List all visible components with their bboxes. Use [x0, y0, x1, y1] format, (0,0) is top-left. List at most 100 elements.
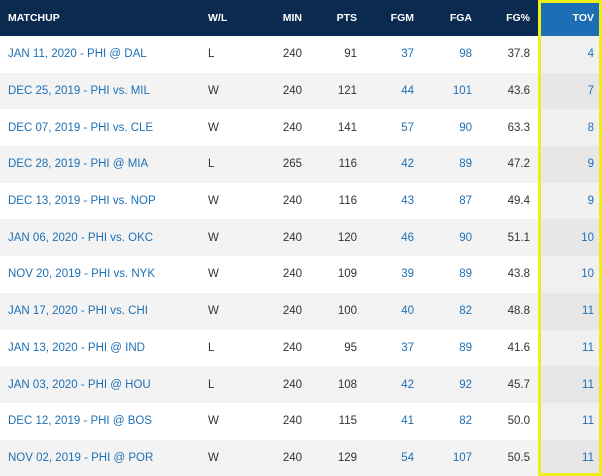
cell: 47.2	[480, 146, 538, 183]
cell-link[interactable]: 107	[422, 439, 480, 476]
cell-link[interactable]: 41	[401, 415, 414, 428]
cell-link[interactable]: 98	[459, 48, 472, 61]
cell: 121	[310, 72, 365, 110]
game-row: DEC 12, 2019 - PHI @ BOS W 240 115 41 82 50.0 1…	[0, 402, 602, 440]
cell-link[interactable]: 89	[459, 341, 472, 354]
cell-link[interactable]: 37	[401, 48, 414, 61]
game-row: JAN 03, 2020 - PHI @ HOU L 240 108 42 92 45.7 1…	[0, 366, 602, 403]
game-row: JAN 13, 2020 - PHI @ IND L 240 95 37 89 41.6 11	[0, 329, 602, 367]
cell-link[interactable]: 40	[365, 292, 422, 330]
game-row: NOV 20, 2019 - PHI vs. NYK W 240 109 39 89 43.…	[0, 256, 602, 293]
cell-link[interactable]: 10	[538, 256, 602, 293]
cell: 240	[282, 48, 302, 61]
cell-link[interactable]: 7	[538, 72, 602, 110]
cell: W	[208, 121, 219, 134]
cell: 240	[255, 72, 310, 110]
game-row: DEC 07, 2019 - PHI vs. CLE W 240 141 57 90 63.…	[0, 109, 602, 147]
cell: 48.8	[480, 292, 538, 330]
cell-link[interactable]: DEC 12, 2019 - PHI @ BOS	[8, 415, 152, 428]
cell-link[interactable]: 8	[538, 109, 602, 147]
cell-link[interactable]: 42	[365, 366, 422, 403]
cell-link[interactable]: NOV 20, 2019 - PHI vs. NYK	[8, 268, 156, 281]
header-row: MATCHUP W/L MIN PTS FGM FGA FG% TOV	[0, 0, 602, 36]
cell: W	[208, 268, 219, 281]
cell-link[interactable]: 37	[401, 341, 414, 354]
cell: 129	[310, 439, 365, 476]
cell-link[interactable]: 57	[401, 121, 414, 134]
cell-link[interactable]: 11	[538, 366, 602, 403]
cell-link[interactable]: 4	[538, 36, 602, 73]
cell-link[interactable]: 82	[459, 415, 472, 428]
cell-link[interactable]: 10	[538, 219, 602, 257]
cell-link[interactable]: DEC 13, 2019 - PHI vs. NOP	[8, 195, 156, 208]
cell: L	[200, 366, 255, 403]
column-header[interactable]: FGM	[365, 0, 422, 36]
cell-link[interactable]: 11	[538, 439, 602, 476]
cell-link[interactable]: 44	[365, 72, 422, 110]
cell: 37.8	[507, 48, 530, 61]
cell: 240	[255, 366, 310, 403]
cell-link[interactable]: 92	[422, 366, 480, 403]
game-row: NOV 02, 2019 - PHI @ POR W 240 129 54 107 50.5…	[0, 439, 602, 476]
cell: 116	[338, 195, 357, 208]
cell-link[interactable]: DEC 07, 2019 - PHI vs. CLE	[8, 121, 154, 134]
cell: 240	[282, 268, 302, 281]
column-header[interactable]: MATCHUP	[0, 0, 200, 36]
column-header[interactable]: MIN	[255, 0, 310, 36]
cell-link[interactable]: 9	[538, 146, 602, 183]
cell-link[interactable]: DEC 25, 2019 - PHI vs. MIL	[0, 72, 200, 110]
cell: W	[200, 72, 255, 110]
cell-link[interactable]: JAN 13, 2020 - PHI @ IND	[8, 341, 145, 354]
cell-link[interactable]: DEC 28, 2019 - PHI @ MIA	[0, 146, 200, 183]
cell: 49.4	[507, 195, 530, 208]
cell: 50.5	[480, 439, 538, 476]
cell: L	[200, 146, 255, 183]
column-header[interactable]: W/L	[200, 0, 255, 36]
cell: W	[200, 219, 255, 257]
cell: 51.1	[480, 219, 538, 257]
cell: 240	[282, 415, 302, 428]
cell: 109	[337, 268, 357, 281]
cell-link[interactable]: 39	[401, 268, 414, 281]
cell-link[interactable]: 90	[459, 121, 472, 134]
column-header[interactable]: FGA	[422, 0, 480, 36]
cell-link[interactable]: JAN 11, 2020 - PHI @ DAL	[8, 48, 147, 61]
cell-link[interactable]: JAN 03, 2020 - PHI @ HOU	[0, 366, 200, 403]
cell: 240	[282, 341, 302, 354]
column-header[interactable]: TOV	[538, 0, 602, 36]
column-header[interactable]: PTS	[310, 0, 365, 36]
cell-link[interactable]: NOV 02, 2019 - PHI @ POR	[0, 439, 200, 476]
cell: 95	[344, 341, 357, 354]
cell-link[interactable]: 46	[365, 219, 422, 257]
cell: W	[200, 439, 255, 476]
cell: 240	[282, 121, 302, 134]
cell: 240	[255, 219, 310, 257]
column-header[interactable]: FG%	[480, 0, 538, 36]
cell: 240	[282, 195, 302, 208]
cell-link[interactable]: JAN 06, 2020 - PHI vs. OKC	[0, 219, 200, 257]
cell-link[interactable]: 82	[422, 292, 480, 330]
cell-link[interactable]: 42	[365, 146, 422, 183]
cell-link[interactable]: 11	[538, 402, 602, 440]
game-row: DEC 13, 2019 - PHI vs. NOP W 240 116 43 87 49.…	[0, 182, 602, 220]
cell: 115	[338, 415, 357, 428]
cell: W	[200, 292, 255, 330]
game-row: JAN 06, 2020 - PHI vs. OKC W 240 120 46 90 51.…	[0, 219, 602, 257]
cell-link[interactable]: 9	[538, 182, 602, 220]
cell-link[interactable]: 90	[422, 219, 480, 257]
cell: L	[208, 341, 215, 354]
cell-link[interactable]: 87	[459, 195, 472, 208]
game-row: JAN 11, 2020 - PHI @ DAL L 240 91 37 98 37.8 4	[0, 36, 602, 73]
cell-link[interactable]: 101	[422, 72, 480, 110]
cell-link[interactable]: 89	[459, 268, 472, 281]
cell-link[interactable]: 89	[422, 146, 480, 183]
cell-link[interactable]: 54	[365, 439, 422, 476]
cell: 240	[255, 439, 310, 476]
cell-link[interactable]: 11	[538, 292, 602, 330]
cell-link[interactable]: JAN 17, 2020 - PHI vs. CHI	[0, 292, 200, 330]
cell: 91	[344, 48, 357, 61]
cell: 50.0	[507, 415, 530, 428]
cell-link[interactable]: 43	[401, 195, 414, 208]
cell-link[interactable]: 11	[538, 329, 602, 367]
